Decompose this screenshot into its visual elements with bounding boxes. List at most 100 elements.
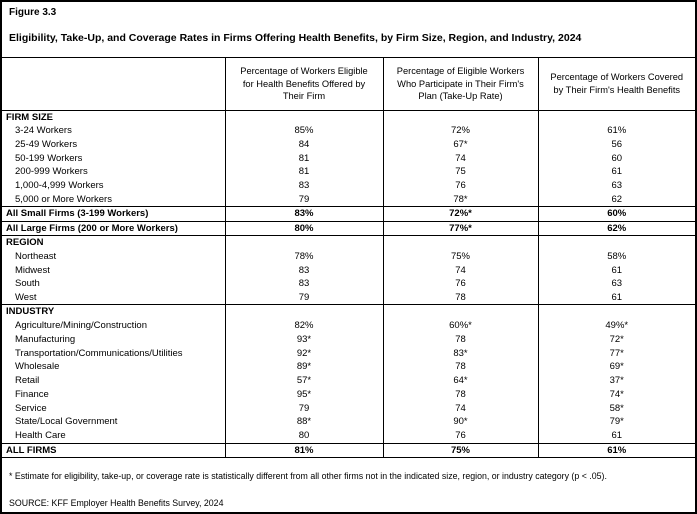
table-row: Transportation/Communications/Utilities 9… (2, 346, 695, 361)
value-cell: 83 (224, 263, 383, 278)
value-cell: 49%* (537, 318, 695, 333)
value-cell: 78% (224, 249, 383, 264)
figure-title: Eligibility, Take-Up, and Coverage Rates… (9, 32, 582, 44)
table-row: Wholesale 89* 78 69* (2, 360, 695, 374)
value-cell: 81% (224, 442, 383, 458)
row-label: Retail (15, 375, 40, 387)
value-cell (537, 304, 695, 319)
value-cell (382, 235, 538, 250)
value-cell: 57* (224, 373, 383, 388)
table-row: State/Local Government 88* 90* 79* (2, 415, 695, 430)
row-label: Wholesale (15, 361, 60, 373)
value-cell: 75% (382, 249, 538, 264)
row-label: Agriculture/Mining/Construction (15, 319, 148, 331)
value-cell: 58* (537, 401, 695, 416)
value-cell: 83 (224, 277, 383, 291)
value-cell: 61% (537, 123, 695, 138)
row-label: ALL FIRMS (2, 442, 225, 458)
value-cell: 37* (537, 373, 695, 388)
title-block: Figure 3.3 Eligibility, Take-Up, and Cov… (2, 2, 695, 58)
value-cell: 61 (537, 165, 695, 180)
column-header-coverage: Percentage of Workers Covered by Their F… (537, 58, 695, 111)
value-cell: 93* (224, 332, 383, 347)
column-header-takeup: Percentage of Eligible Workers Who Parti… (382, 58, 538, 111)
value-cell: 83 (224, 179, 383, 193)
value-cell: 69* (537, 360, 695, 374)
value-cell: 85% (224, 123, 383, 138)
value-cell: 60%* (382, 318, 538, 333)
table-row: Manufacturing 93* 78 72* (2, 332, 695, 347)
value-cell: 81 (224, 165, 383, 180)
value-cell: 79 (224, 401, 383, 416)
column-header-eligibility: Percentage of Workers Eligible for Healt… (224, 58, 383, 111)
value-cell (224, 304, 383, 319)
value-cell: 78 (382, 332, 538, 347)
value-cell: 75% (382, 442, 538, 458)
row-label: Transportation/Communications/Utilities (15, 347, 183, 359)
value-cell: 77* (537, 346, 695, 361)
figure-label: Figure 3.3 (9, 7, 57, 18)
table-row: Retail 57* 64* 37* (2, 373, 695, 388)
value-cell: 79 (224, 290, 383, 305)
row-label: Health Care (15, 430, 66, 442)
value-cell: 80 (224, 429, 383, 443)
table-row: All Large Firms (200 or More Workers) 80%… (2, 220, 695, 236)
table-row: Service 79 74 58* (2, 401, 695, 416)
value-cell: 80% (224, 220, 383, 236)
value-cell: 84 (224, 137, 383, 152)
row-label: REGION (2, 235, 225, 250)
row-label: INDUSTRY (2, 304, 225, 319)
row-label: FIRM SIZE (2, 109, 225, 124)
value-cell: 75 (382, 165, 538, 180)
value-cell: 90* (382, 415, 538, 430)
value-cell: 72* (537, 332, 695, 347)
value-cell: 56 (537, 137, 695, 152)
table-row: 50-199 Workers 81 74 60 (2, 151, 695, 166)
table-row: 5,000 or More Workers 79 78* 62 (2, 192, 695, 207)
table-row: Midwest 83 74 61 (2, 263, 695, 278)
value-cell: 78 (382, 290, 538, 305)
table-row: 1,000-4,999 Workers 83 76 63 (2, 179, 695, 193)
value-cell: 77%* (382, 220, 538, 236)
value-cell: 92* (224, 346, 383, 361)
value-cell: 95* (224, 387, 383, 402)
value-cell: 58% (537, 249, 695, 264)
row-label: Midwest (15, 264, 50, 276)
value-cell (537, 109, 695, 124)
value-cell: 61 (537, 290, 695, 305)
table-row: 200-999 Workers 81 75 61 (2, 165, 695, 180)
table-row: INDUSTRY (2, 304, 695, 319)
value-cell: 62 (537, 192, 695, 207)
value-cell: 74 (382, 151, 538, 166)
value-cell: 78 (382, 387, 538, 402)
value-cell: 78 (382, 360, 538, 374)
row-label: 3-24 Workers (15, 125, 72, 137)
row-label: 1,000-4,999 Workers (15, 180, 104, 192)
value-cell: 62% (537, 220, 695, 236)
table-row: South 83 76 63 (2, 277, 695, 291)
value-cell: 83* (382, 346, 538, 361)
value-cell: 79* (537, 415, 695, 430)
row-label: Manufacturing (15, 333, 76, 345)
value-cell: 74* (537, 387, 695, 402)
value-cell: 78* (382, 192, 538, 207)
value-cell: 79 (224, 192, 383, 207)
row-label: West (15, 291, 37, 303)
row-label: Service (15, 402, 47, 414)
value-cell (537, 235, 695, 250)
value-cell (224, 235, 383, 250)
table-row: West 79 78 61 (2, 290, 695, 305)
value-cell: 76 (382, 179, 538, 193)
value-cell: 74 (382, 401, 538, 416)
value-cell: 61 (537, 263, 695, 278)
value-cell (382, 304, 538, 319)
table-row: Health Care 80 76 61 (2, 429, 695, 443)
value-cell: 63 (537, 179, 695, 193)
value-cell: 76 (382, 429, 538, 443)
row-label: 5,000 or More Workers (15, 193, 112, 205)
row-label: 50-199 Workers (15, 152, 83, 164)
row-label: South (15, 278, 40, 290)
value-cell: 82% (224, 318, 383, 333)
row-label: Finance (15, 388, 49, 400)
